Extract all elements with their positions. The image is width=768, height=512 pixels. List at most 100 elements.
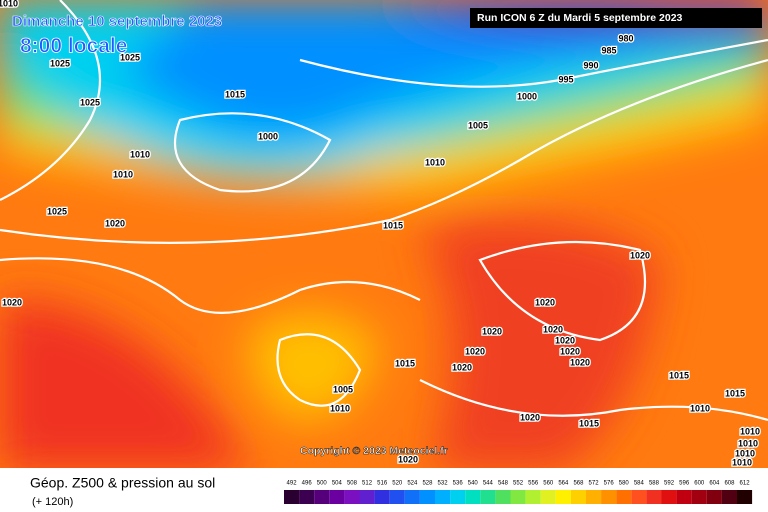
- isobar-label: 1020: [520, 412, 540, 422]
- scale-label: 516: [377, 481, 388, 487]
- scale-swatch: [419, 490, 435, 504]
- isobar-label: 1025: [80, 97, 100, 107]
- scale-swatch: [646, 490, 662, 504]
- isobar-label: 1015: [225, 89, 245, 99]
- scale-swatch: [540, 490, 556, 504]
- scale-swatch: [450, 490, 466, 504]
- scale-swatch: [314, 490, 330, 504]
- scale-swatch: [435, 490, 451, 504]
- scale-swatch: [510, 490, 526, 504]
- scale-label: 500: [317, 481, 328, 487]
- scale-swatch: [661, 490, 677, 504]
- scale-swatch: [284, 490, 300, 504]
- isobar-label: 1020: [543, 324, 563, 334]
- run-info: Run ICON 6 Z du Mardi 5 septembre 2023: [477, 12, 683, 24]
- scale-label: 568: [573, 481, 584, 487]
- scale-label: 612: [740, 481, 751, 487]
- scale-swatch: [601, 490, 617, 504]
- isobar-label: 1020: [570, 357, 590, 367]
- scale-label: 576: [604, 481, 615, 487]
- scale-label: 548: [498, 481, 509, 487]
- scale-label: 552: [513, 481, 524, 487]
- isobar-label: 980: [618, 33, 633, 43]
- isobar-label: 1020: [452, 362, 472, 372]
- isobar-label: 1025: [47, 206, 67, 216]
- isobar-label: 1010: [425, 157, 445, 167]
- isobar-label: 1010: [0, 0, 18, 8]
- scale-label: 504: [332, 481, 343, 487]
- scale-swatch: [480, 490, 496, 504]
- scale-label: 544: [483, 481, 494, 487]
- isobar-label: 1015: [395, 358, 415, 368]
- isobar-label: 1015: [579, 418, 599, 428]
- isobar-label: 1025: [50, 58, 70, 68]
- scale-label: 532: [438, 481, 449, 487]
- scale-swatch: [359, 490, 375, 504]
- map-time: 8:00 locale: [20, 35, 127, 58]
- scale-swatch: [495, 490, 511, 504]
- isobar-label: 1020: [105, 218, 125, 228]
- isobar-label: 1010: [738, 438, 758, 448]
- scale-swatch: [721, 490, 737, 504]
- isobar-label: 1020: [482, 326, 502, 336]
- scale-label: 572: [589, 481, 600, 487]
- isobar-label: 1005: [468, 120, 488, 130]
- scale-label: 508: [347, 481, 358, 487]
- scale-label: 540: [468, 481, 479, 487]
- scale-label: 584: [634, 481, 645, 487]
- isobar-label: 1015: [725, 388, 745, 398]
- isobar-label: 985: [601, 45, 616, 55]
- scale-label: 512: [362, 481, 373, 487]
- scale-swatch: [691, 490, 707, 504]
- scale-swatch: [631, 490, 647, 504]
- footer-title: Géop. Z500 & pression au sol: [30, 475, 215, 491]
- scale-swatch: [586, 490, 602, 504]
- isobar-label: 1000: [517, 91, 537, 101]
- isobar-label: 1010: [130, 149, 150, 159]
- scale-swatch: [374, 490, 390, 504]
- scale-swatch: [299, 490, 315, 504]
- scale-swatch: [570, 490, 586, 504]
- scale-swatch: [737, 490, 753, 504]
- scale-label: 556: [528, 481, 539, 487]
- isobar-label: 1010: [690, 403, 710, 413]
- isobar-label: 1025: [120, 52, 140, 62]
- scale-swatch: [706, 490, 722, 504]
- isobar-label: 1020: [555, 335, 575, 345]
- isobar-label: 990: [583, 60, 598, 70]
- scale-swatch: [404, 490, 420, 504]
- scale-swatch: [389, 490, 405, 504]
- scale-swatch: [525, 490, 541, 504]
- isobar-label: 1020: [560, 346, 580, 356]
- scale-label: 604: [709, 481, 720, 487]
- isobar-label: 1020: [398, 454, 418, 464]
- scale-swatch: [676, 490, 692, 504]
- run-box: [470, 8, 762, 28]
- copyright: Copyright © 2023 Meteociel.fr: [300, 445, 448, 457]
- scale-label: 528: [422, 481, 433, 487]
- scale-label: 608: [724, 481, 735, 487]
- scale-swatch: [555, 490, 571, 504]
- isobar-label: 1000: [258, 131, 278, 141]
- isobar-label: 1010: [735, 448, 755, 458]
- scale-swatch: [329, 490, 345, 504]
- isobar-label: 1010: [732, 457, 752, 467]
- field: [0, 0, 768, 470]
- scale-label: 524: [407, 481, 418, 487]
- isobar-label: 1010: [740, 426, 760, 436]
- scale-label: 592: [664, 481, 675, 487]
- scale-label: 588: [649, 481, 660, 487]
- scale-label: 560: [543, 481, 554, 487]
- scale-label: 596: [679, 481, 690, 487]
- scale-label: 536: [453, 481, 464, 487]
- isobar-label: 1015: [383, 220, 403, 230]
- scale-label: 520: [392, 481, 403, 487]
- scale-label: 492: [287, 481, 298, 487]
- isobar-label: 1005: [333, 384, 353, 394]
- scale-label: 600: [694, 481, 705, 487]
- isobar-label: 1020: [630, 250, 650, 260]
- isobar-label: 1015: [669, 370, 689, 380]
- scale-swatch: [465, 490, 481, 504]
- isobar-label: 1010: [113, 169, 133, 179]
